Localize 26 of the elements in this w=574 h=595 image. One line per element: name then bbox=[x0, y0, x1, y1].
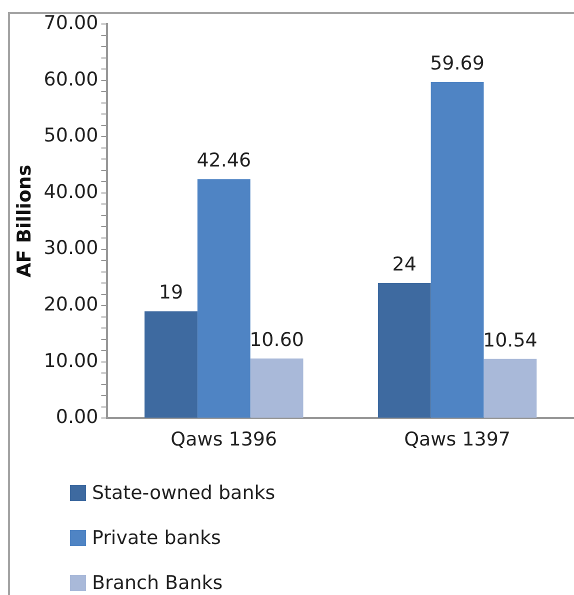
bar bbox=[197, 179, 250, 418]
data-label: 10.54 bbox=[483, 329, 538, 352]
x-tick-label: Qaws 1396 bbox=[170, 428, 278, 451]
bar bbox=[378, 283, 431, 418]
bar bbox=[250, 358, 304, 418]
legend-label: Private banks bbox=[92, 526, 221, 548]
bar bbox=[430, 82, 484, 418]
legend-label: State-owned banks bbox=[92, 482, 276, 504]
y-tick-label: 70.00 bbox=[44, 12, 98, 34]
data-label: 10.60 bbox=[250, 328, 304, 351]
y-tick-label: 50.00 bbox=[44, 124, 98, 147]
y-axis-title: AF Billions bbox=[13, 164, 36, 278]
data-label: 42.46 bbox=[196, 150, 252, 172]
data-label: 19 bbox=[158, 282, 184, 304]
bar bbox=[484, 358, 537, 418]
y-tick-label: 0.00 bbox=[56, 406, 98, 428]
data-label: 59.69 bbox=[430, 52, 484, 74]
data-label: 24 bbox=[392, 253, 416, 276]
legend-label: Branch Banks bbox=[92, 572, 223, 594]
bar bbox=[144, 311, 198, 418]
y-tick-label: 60.00 bbox=[44, 68, 98, 90]
y-tick-label: 30.00 bbox=[44, 237, 98, 260]
y-tick-label: 20.00 bbox=[44, 294, 98, 316]
x-tick-label: Qaws 1397 bbox=[404, 428, 511, 451]
y-tick-label: 10.00 bbox=[44, 350, 98, 372]
y-tick-label: 40.00 bbox=[44, 180, 98, 203]
